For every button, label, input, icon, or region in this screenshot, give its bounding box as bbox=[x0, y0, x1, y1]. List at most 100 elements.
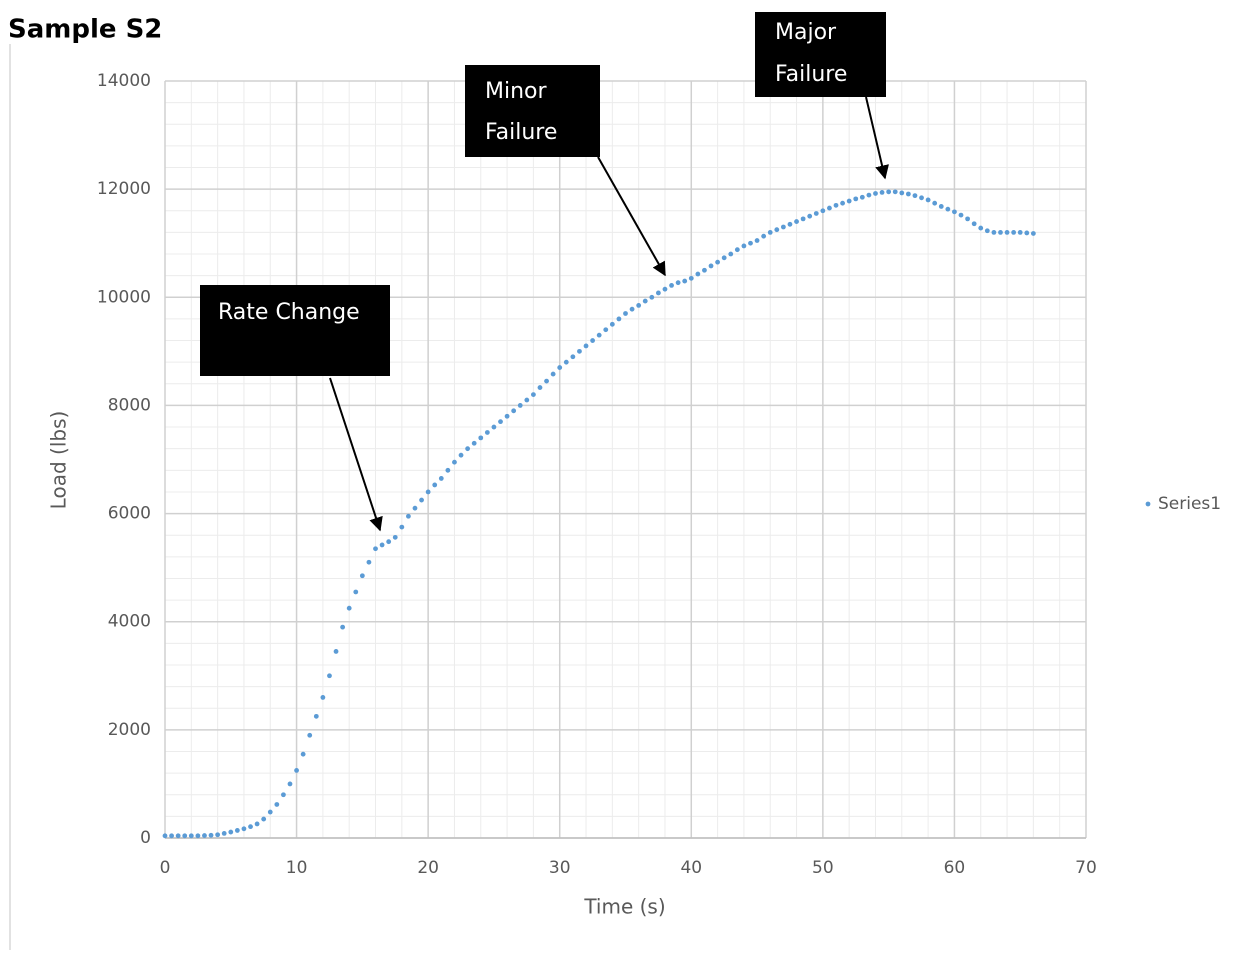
y-tick-label: 8000 bbox=[108, 395, 151, 415]
data-point bbox=[254, 821, 260, 827]
data-point bbox=[952, 209, 957, 215]
data-point bbox=[458, 452, 464, 458]
data-point bbox=[570, 354, 576, 360]
data-point bbox=[846, 198, 852, 204]
data-point bbox=[425, 489, 431, 495]
data-point bbox=[945, 206, 951, 212]
data-point bbox=[498, 419, 503, 425]
data-point bbox=[406, 513, 411, 519]
data-point bbox=[392, 534, 398, 540]
data-point bbox=[800, 216, 806, 222]
data-point bbox=[300, 751, 306, 757]
data-point bbox=[971, 221, 977, 227]
data-point bbox=[274, 802, 280, 807]
data-point bbox=[649, 294, 655, 300]
y-tick-label: 14000 bbox=[97, 71, 151, 91]
x-tick-label: 40 bbox=[680, 858, 702, 878]
data-point bbox=[267, 809, 273, 815]
annotation-text: Failure bbox=[485, 120, 557, 145]
data-point bbox=[1017, 230, 1023, 235]
annotation-arrow bbox=[329, 377, 383, 532]
data-point bbox=[603, 327, 609, 333]
data-point bbox=[524, 397, 530, 403]
legend-marker bbox=[1145, 501, 1151, 507]
annotation-text: Minor bbox=[485, 79, 547, 104]
data-point bbox=[728, 251, 734, 257]
data-point bbox=[702, 267, 707, 273]
data-point bbox=[905, 191, 911, 197]
data-point bbox=[958, 212, 964, 218]
data-point bbox=[919, 195, 924, 201]
data-point bbox=[478, 435, 484, 441]
data-point bbox=[609, 321, 615, 327]
data-point bbox=[938, 204, 944, 209]
data-point bbox=[537, 385, 543, 390]
data-point bbox=[780, 224, 786, 230]
data-point bbox=[741, 243, 747, 249]
data-point bbox=[333, 649, 339, 654]
data-point bbox=[1024, 230, 1030, 236]
annotation-text: Major bbox=[775, 20, 837, 45]
y-tick-label: 12000 bbox=[97, 179, 151, 199]
data-point bbox=[511, 408, 517, 414]
chart-title: Sample S2 bbox=[8, 15, 162, 45]
annotation-arrow bbox=[597, 156, 666, 277]
data-point bbox=[346, 605, 352, 611]
annotation-box bbox=[465, 65, 600, 157]
data-point bbox=[531, 392, 536, 398]
data-point bbox=[965, 216, 970, 222]
data-point bbox=[169, 833, 174, 839]
data-point bbox=[195, 833, 201, 839]
data-point bbox=[327, 673, 332, 679]
data-point bbox=[432, 482, 438, 488]
data-point bbox=[452, 459, 457, 465]
data-point bbox=[642, 298, 648, 304]
data-point bbox=[261, 816, 267, 822]
data-point bbox=[550, 371, 556, 377]
data-point bbox=[899, 190, 905, 196]
data-point bbox=[879, 189, 885, 195]
data-point bbox=[465, 446, 471, 452]
data-point bbox=[175, 833, 181, 839]
data-point bbox=[675, 280, 681, 286]
data-point bbox=[445, 467, 451, 473]
data-point bbox=[807, 213, 813, 219]
data-point bbox=[866, 192, 872, 198]
data-point bbox=[563, 359, 569, 365]
x-tick-label: 30 bbox=[549, 858, 571, 878]
annotation-arrow bbox=[865, 96, 889, 180]
data-point bbox=[340, 624, 346, 630]
data-point bbox=[188, 833, 194, 839]
data-point bbox=[544, 378, 549, 384]
data-point bbox=[886, 189, 892, 195]
data-point bbox=[1011, 230, 1017, 235]
y-tick-label: 0 bbox=[140, 828, 151, 848]
data-point bbox=[379, 542, 385, 548]
data-point bbox=[813, 211, 819, 216]
plot-area: 0 10 20 30 40 50 60 70 0 2000 4000 6000 8000 10000 120… bbox=[97, 71, 1097, 878]
data-point bbox=[281, 792, 286, 798]
data-point bbox=[366, 559, 372, 565]
data-point bbox=[761, 233, 767, 239]
x-tick-label: 70 bbox=[1075, 858, 1097, 878]
data-point bbox=[932, 200, 938, 206]
data-point bbox=[787, 221, 793, 227]
data-point bbox=[629, 306, 635, 312]
data-point bbox=[754, 238, 760, 243]
data-point bbox=[202, 833, 207, 838]
x-tick-label: 50 bbox=[812, 858, 834, 878]
y-tick-label: 6000 bbox=[108, 504, 151, 524]
data-point bbox=[215, 832, 221, 838]
data-point bbox=[833, 202, 839, 208]
data-point bbox=[287, 781, 293, 787]
data-point bbox=[688, 275, 694, 281]
y-tick-label: 4000 bbox=[108, 612, 151, 632]
data-point bbox=[840, 200, 845, 206]
data-point bbox=[228, 829, 234, 835]
data-point bbox=[662, 286, 668, 292]
data-point bbox=[313, 713, 319, 719]
data-point bbox=[208, 832, 214, 838]
data-point bbox=[438, 476, 444, 481]
data-point bbox=[221, 831, 227, 836]
data-point bbox=[853, 196, 859, 202]
